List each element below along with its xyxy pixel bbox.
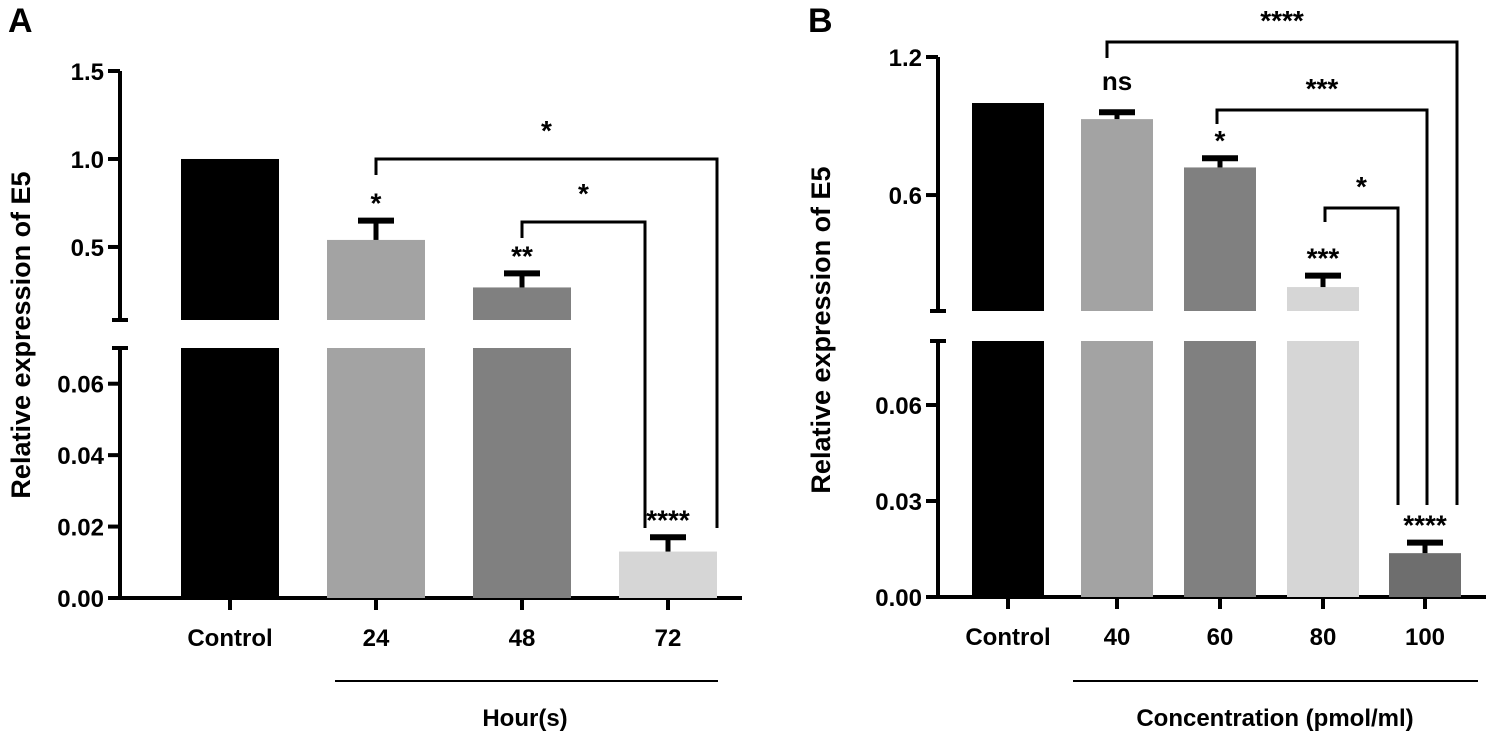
significance-label: ** (511, 240, 533, 271)
comparison-label: **** (1260, 5, 1304, 36)
comparison-bracket (374, 157, 719, 528)
y-tick-label: 0.06 (57, 372, 104, 399)
x-axis-label-b: Concentration (pmol/ml) (1136, 705, 1413, 732)
y-tick-label: 0.06 (875, 393, 922, 420)
y-tick-label: 0.00 (57, 586, 104, 613)
panel-label-a: A (8, 2, 33, 40)
panel-a: A Relative expression of E5 Hour(s) 0.00… (6, 2, 742, 732)
bar-upper-24 (327, 239, 425, 320)
comparison-bracket (1105, 40, 1459, 505)
y-axis-label-b: Relative expression of E5 (806, 166, 836, 493)
comparison-bracket (1323, 206, 1400, 505)
x-axis-label-a: Hour(s) (482, 705, 567, 732)
bar-72 (619, 551, 717, 598)
bar-control (972, 341, 1044, 597)
x-tick-label: 24 (363, 625, 390, 652)
bar-upper-80 (1287, 287, 1359, 311)
x-tick-label: 100 (1405, 624, 1445, 651)
significance-label: *** (1307, 243, 1340, 274)
bar-upper-control (972, 103, 1044, 311)
x-tick-label: Control (965, 624, 1050, 651)
bar-upper-60 (1184, 167, 1256, 311)
x-tick-label: 60 (1207, 624, 1234, 651)
bar-80 (1287, 341, 1359, 597)
bar-48 (473, 348, 571, 598)
x-tick-label: 72 (655, 625, 682, 652)
x-tick-label: 80 (1310, 624, 1337, 651)
x-tick-label: 48 (509, 625, 536, 652)
bar-upper-control (181, 158, 279, 320)
comparison-label: * (541, 115, 552, 146)
comparison-bracket (1215, 108, 1429, 505)
bar-24 (327, 348, 425, 598)
bar-upper-48 (473, 287, 571, 320)
y-tick-label: 0.5 (71, 235, 104, 262)
comparison-label: * (1356, 171, 1367, 202)
bar-40 (1081, 341, 1153, 597)
y-tick-label: 0.03 (875, 489, 922, 516)
bar-100 (1389, 553, 1461, 597)
y-tick-label: 0.04 (57, 443, 104, 470)
y-tick-label: 1.2 (889, 45, 922, 72)
y-axis-label-a: Relative expression of E5 (6, 171, 36, 498)
bar-60 (1184, 341, 1256, 597)
significance-label: ns (1102, 66, 1132, 96)
significance-label: **** (1403, 510, 1447, 541)
y-tick-label: 1.5 (71, 59, 104, 86)
panel-label-b: B (808, 2, 833, 40)
significance-label: * (371, 188, 382, 219)
y-tick-label: 0.6 (889, 183, 922, 210)
comparison-label: *** (1306, 73, 1339, 104)
comparison-label: * (578, 178, 589, 209)
bar-control (181, 348, 279, 598)
bar-upper-40 (1081, 119, 1153, 311)
significance-label: **** (646, 504, 690, 535)
y-tick-label: 1.0 (71, 147, 104, 174)
comparison-bracket (520, 220, 647, 528)
x-tick-label: Control (187, 625, 272, 652)
x-tick-label: 40 (1104, 624, 1131, 651)
significance-label: * (1215, 125, 1226, 156)
y-tick-label: 0.02 (57, 515, 104, 542)
panel-b: B Relative expression of E5 Concentratio… (806, 2, 1486, 732)
y-tick-label: 0.00 (875, 585, 922, 612)
